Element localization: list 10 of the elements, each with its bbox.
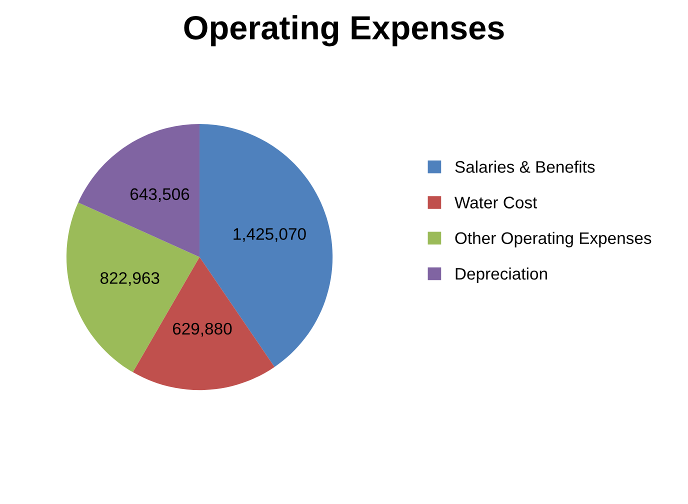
data-label: 822,963: [100, 272, 160, 286]
legend-label: Water Cost: [454, 196, 538, 208]
legend-label: Depreciation: [456, 267, 547, 284]
pie-slice: [78, 124, 200, 258]
data-label: 1,425,070: [234, 228, 306, 242]
legend-label: Other Operating Expenses: [455, 232, 652, 248]
legend-label: Salaries & Benefits: [455, 160, 595, 173]
data-label: 643,506: [130, 188, 190, 202]
chart-title: Operating Expenses: [184, 15, 504, 46]
data-label: 629,880: [172, 322, 232, 337]
